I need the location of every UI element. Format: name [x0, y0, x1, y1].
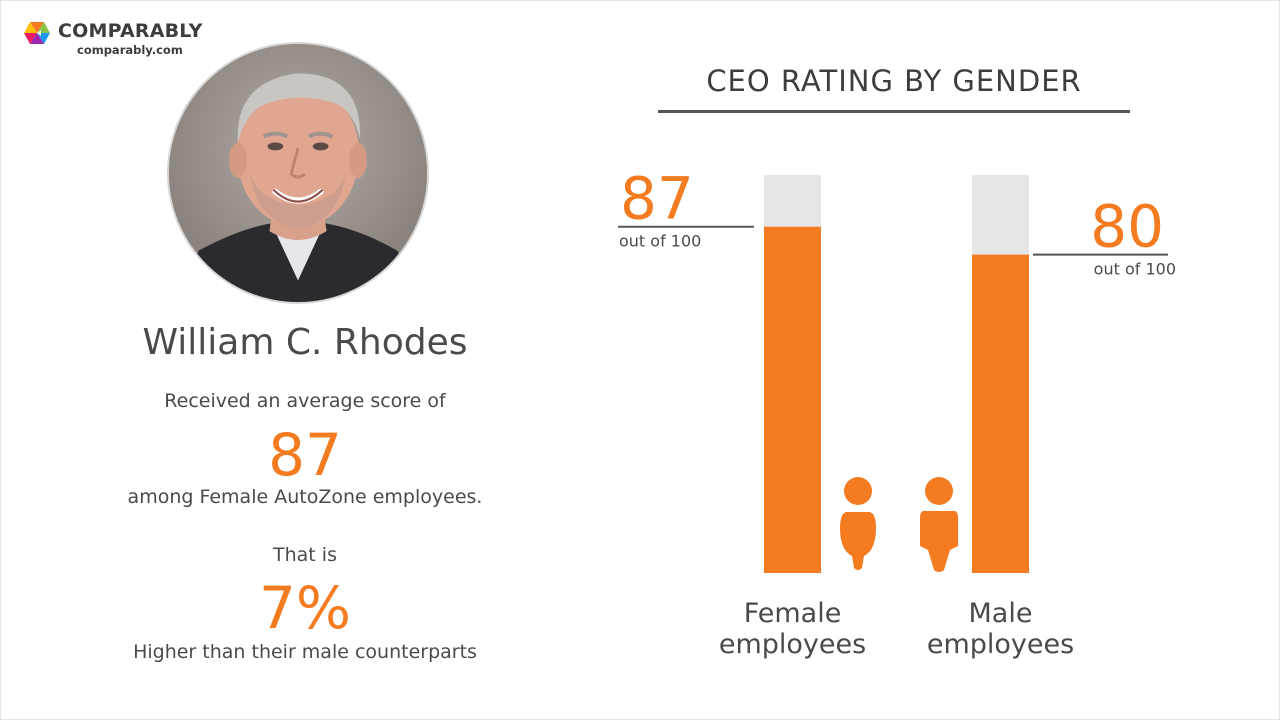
value-sublabel-2: out of 100: [1094, 260, 1176, 279]
category-label-1-line-2: employees: [719, 629, 866, 660]
summary-intro: Received an average score of: [164, 390, 446, 412]
male-person-icon: [920, 511, 958, 572]
ceo-name: William C. Rhodes: [142, 322, 468, 363]
category-label-1-line-1: Female: [744, 598, 842, 629]
summary-comparison: Higher than their male counterparts: [133, 641, 477, 663]
category-label-2-line-1: Male: [969, 598, 1033, 629]
ceo-portrait: [167, 42, 429, 304]
summary-comparison-intro: That is: [273, 544, 337, 566]
bar-2: [972, 254, 1029, 573]
brand-name: COMPARABLY: [58, 20, 203, 42]
summary-percent: 7%: [258, 574, 351, 642]
bar-1: [764, 226, 821, 574]
female-person-icon: [840, 512, 876, 570]
category-label-2-line-2: employees: [927, 629, 1074, 660]
ceo-portrait-photo: [169, 44, 427, 302]
chart-title-divider: [658, 110, 1130, 113]
brand-logo[interactable]: COMPARABLY comparably.com: [24, 18, 214, 60]
comparably-logo-icon: [24, 22, 50, 44]
value-sublabel-1: out of 100: [619, 232, 701, 251]
female-person-icon-head: [844, 477, 872, 505]
summary-group: among Female AutoZone employees.: [127, 486, 483, 508]
summary-score: 87: [268, 421, 342, 489]
value-label-2: 80: [1090, 193, 1164, 261]
value-label-1: 87: [620, 165, 694, 233]
male-person-icon-head: [925, 477, 953, 505]
chart-title: CEO RATING BY GENDER: [706, 64, 1082, 98]
brand-url: comparably.com: [77, 43, 183, 57]
